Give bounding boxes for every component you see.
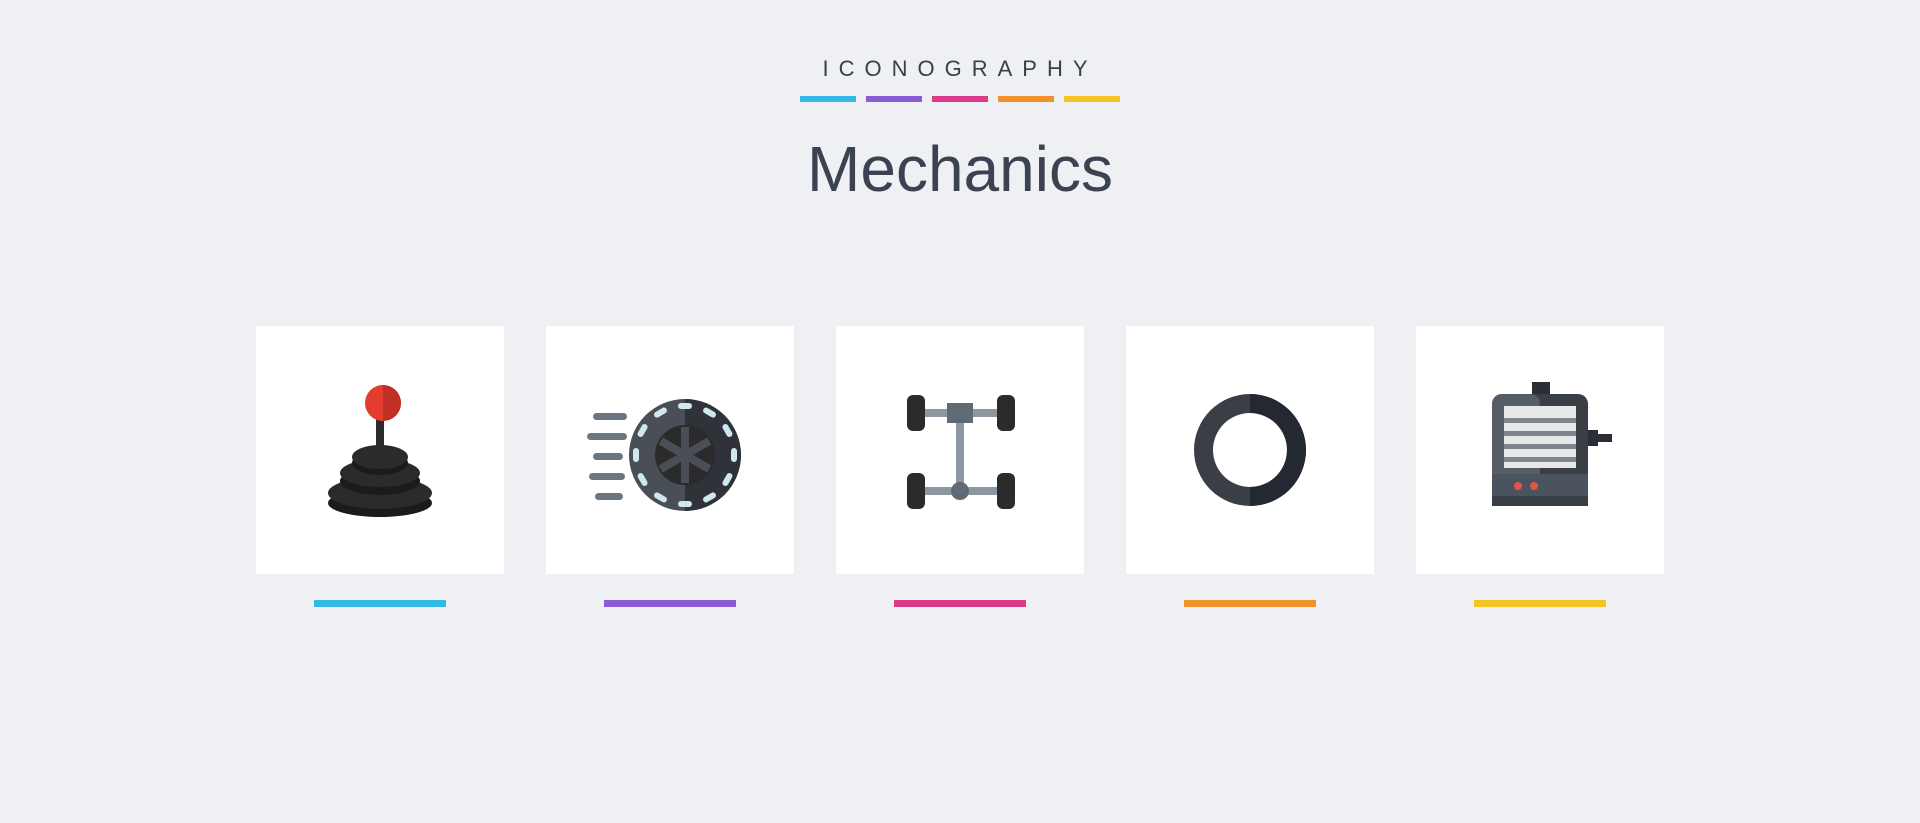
- card-underline: [1474, 600, 1606, 607]
- card-underline: [314, 600, 446, 607]
- accent-bar-1: [800, 96, 856, 102]
- accent-bar-3: [932, 96, 988, 102]
- icon-card: [1416, 326, 1664, 607]
- icon-card: [546, 326, 794, 607]
- accent-bar-2: [866, 96, 922, 102]
- spinning-wheel-icon: [585, 375, 755, 525]
- icon-tile: [546, 326, 794, 574]
- icon-tile: [1416, 326, 1664, 574]
- page-title: Mechanics: [0, 132, 1920, 206]
- motor-icon: [1460, 370, 1620, 530]
- accent-row: [0, 96, 1920, 102]
- header: ICONOGRAPHY Mechanics: [0, 0, 1920, 206]
- accent-bar-5: [1064, 96, 1120, 102]
- icon-tile: [836, 326, 1084, 574]
- icon-tile: [1126, 326, 1374, 574]
- card-underline: [894, 600, 1026, 607]
- icon-card: [1126, 326, 1374, 607]
- card-underline: [1184, 600, 1316, 607]
- accent-bar-4: [998, 96, 1054, 102]
- chassis-icon: [885, 375, 1035, 525]
- icon-grid: [0, 326, 1920, 607]
- tire-icon: [1175, 375, 1325, 525]
- icon-tile: [256, 326, 504, 574]
- card-underline: [604, 600, 736, 607]
- icon-card: [256, 326, 504, 607]
- eyebrow-text: ICONOGRAPHY: [0, 56, 1920, 82]
- gear-shift-icon: [305, 375, 455, 525]
- icon-card: [836, 326, 1084, 607]
